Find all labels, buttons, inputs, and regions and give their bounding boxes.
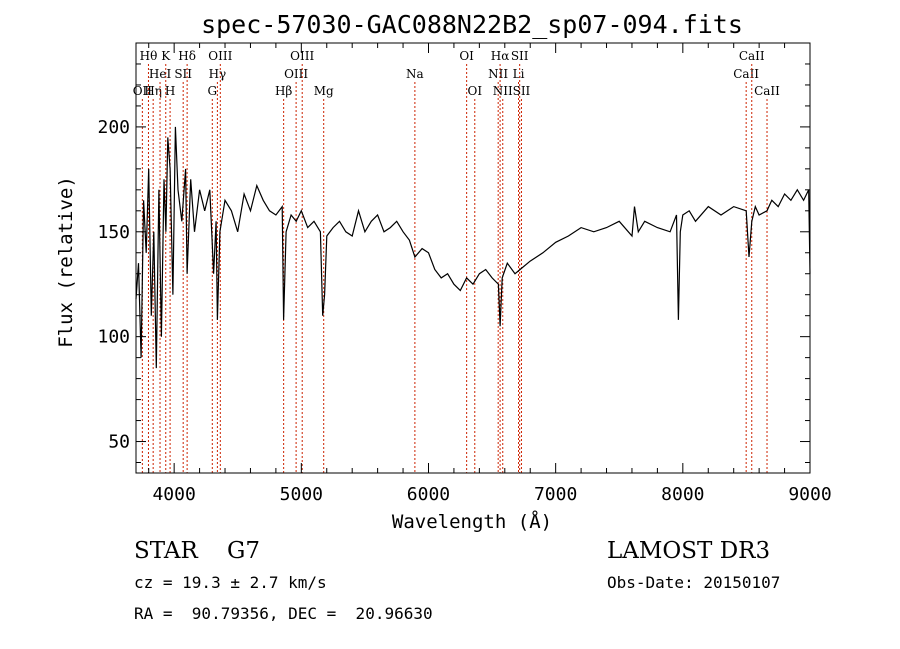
observation-date: Obs-Date: 20150107 — [607, 573, 781, 592]
survey-release: LAMOST DR3 — [607, 538, 771, 564]
line-marker-label: Hη — [144, 84, 162, 98]
coordinates: RA = 90.79356, DEC = 20.96630 — [134, 604, 433, 623]
line-marker-label: K — [161, 49, 171, 63]
y-axis-label: Flux (relative) — [55, 176, 77, 348]
chart-title: spec-57030-GAC088N22B2_sp07-094.fits — [201, 10, 743, 39]
line-marker-label: G — [208, 84, 218, 98]
x-tick-label: 6000 — [407, 484, 450, 505]
x-tick-label: 5000 — [280, 484, 323, 505]
y-tick-label: 200 — [97, 117, 130, 138]
line-marker-label: NII — [488, 67, 508, 81]
line-marker-label: CaII — [754, 84, 780, 98]
line-marker-label: SII — [174, 67, 192, 81]
spectrum-series-line — [135, 126, 811, 369]
line-marker-label: SII — [511, 49, 529, 63]
line-marker-label: OIII — [284, 67, 308, 81]
x-tick-label: 4000 — [152, 484, 195, 505]
y-tick-label: 50 — [108, 432, 130, 453]
line-marker-label: CaII — [733, 67, 759, 81]
axis-ticks: 4000 5000 6000 7000 8000 9000 50 100 150 200 — [97, 42, 832, 505]
line-marker-label: Hα — [491, 49, 510, 63]
line-marker-label: SII — [513, 84, 531, 98]
line-marker-label: Li — [513, 67, 525, 81]
line-marker-label: Hθ — [140, 49, 158, 63]
plot-frame — [135, 42, 811, 474]
y-tick-label: 100 — [97, 327, 130, 348]
line-marker-label: OII — [133, 84, 153, 98]
line-marker-label: OIII — [290, 49, 314, 63]
object-type: STAR — [134, 538, 198, 564]
x-tick-label: 8000 — [661, 484, 704, 505]
redshift-velocity: cz = 19.3 ± 2.7 km/s — [134, 573, 327, 592]
line-marker-label: HeI — [149, 67, 172, 81]
x-tick-label: 7000 — [534, 484, 577, 505]
spectral-subclass: G7 — [227, 538, 261, 564]
line-marker-label: OI — [459, 49, 474, 63]
line-marker-label: CaII — [739, 49, 765, 63]
x-axis-label: Wavelength (Å) — [392, 510, 552, 533]
line-marker-label: Hδ — [178, 49, 196, 63]
line-marker-label: OIII — [208, 49, 232, 63]
line-marker-label: Na — [406, 67, 424, 81]
line-marker-label: NII — [493, 84, 513, 98]
line-marker-label: Mg — [314, 84, 334, 98]
line-marker-label: OI — [467, 84, 482, 98]
line-marker-label: Hβ — [275, 84, 292, 98]
x-tick-label: 9000 — [788, 484, 831, 505]
line-marker-label: H — [165, 84, 175, 98]
y-tick-label: 150 — [97, 222, 130, 243]
emission-line-markers: OII Hθ Hη HeI K H SII Hδ G Hγ OIII Hβ OIII OIII Mg Na OI… — [133, 49, 780, 473]
line-marker-label: Hγ — [209, 67, 227, 81]
object-class: STAR G7 — [134, 538, 260, 564]
